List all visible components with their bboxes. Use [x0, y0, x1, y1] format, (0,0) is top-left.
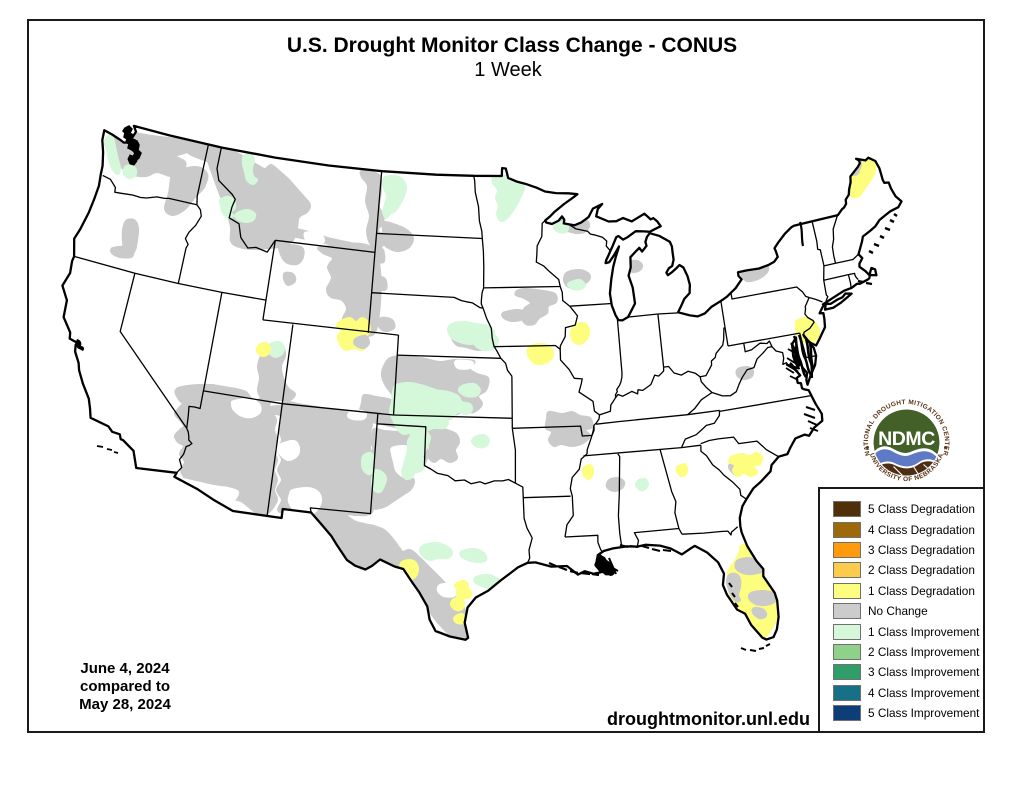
- svg-text:NDMC: NDMC: [878, 428, 935, 450]
